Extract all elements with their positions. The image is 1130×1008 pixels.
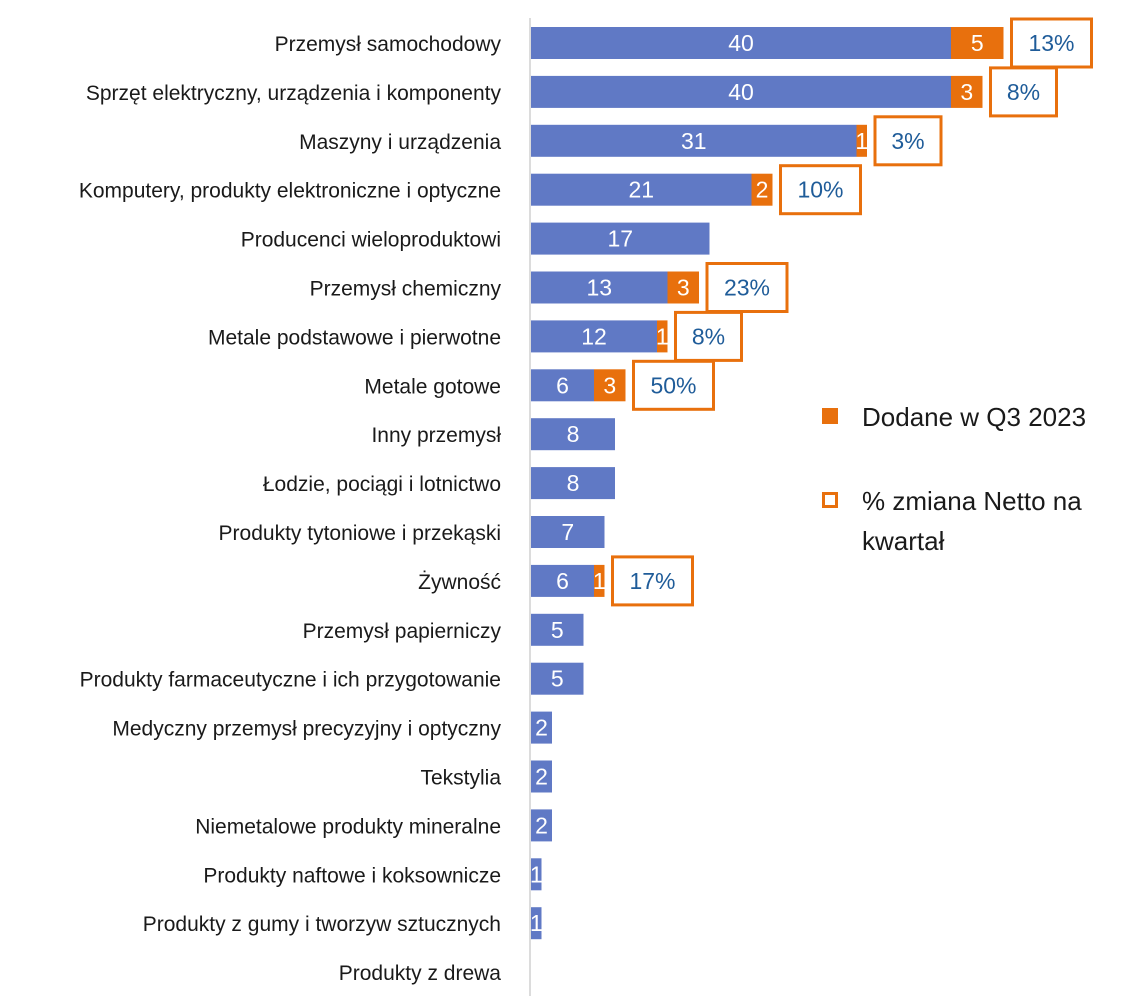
pct-change-label: 50%	[650, 372, 696, 398]
pct-change-label: 3%	[891, 128, 924, 154]
bar-added-value-label: 3	[603, 372, 616, 398]
pct-change-box	[632, 359, 715, 411]
bar-base	[531, 907, 542, 940]
category-label: Żywność	[418, 571, 501, 594]
pct-change-box	[611, 555, 694, 607]
bar-base-value-label: 6	[556, 372, 569, 398]
bar-added	[856, 124, 867, 157]
bar-added-value-label: 1	[855, 128, 868, 154]
bar-added-value-label: 3	[960, 79, 973, 105]
bar-added	[667, 271, 699, 304]
category-label: Komputery, produkty elektroniczne i opty…	[79, 180, 501, 203]
bar-base-value-label: 40	[728, 79, 754, 105]
bar-base-value-label: 1	[530, 910, 543, 936]
bar-added	[951, 75, 983, 108]
bar-base-value-label: 40	[728, 30, 754, 56]
bar-base-value-label: 5	[551, 617, 564, 643]
bar-base	[531, 173, 752, 206]
bar-base	[531, 809, 552, 842]
pct-change-box	[705, 262, 789, 313]
category-label: Metale podstawowe i pierwotne	[208, 326, 501, 349]
bar-added	[657, 320, 668, 353]
bar-base	[531, 271, 668, 304]
pct-change-label: 10%	[797, 177, 843, 203]
bar-base	[531, 564, 594, 597]
bar-base	[531, 75, 951, 108]
bar-base-value-label: 2	[535, 812, 548, 838]
bar-base-value-label: 8	[567, 470, 580, 496]
bar-base-value-label: 13	[586, 275, 612, 301]
bar-base-value-label: 1	[530, 861, 543, 887]
bar-base-value-label: 21	[628, 177, 654, 203]
legend-marker-pct-change	[822, 492, 838, 508]
pct-change-label: 8%	[692, 323, 725, 349]
category-label: Maszyny i urządzenia	[299, 131, 501, 154]
pct-change-label: 13%	[1028, 30, 1074, 56]
category-label: Produkty naftowe i koksownicze	[203, 864, 501, 887]
bar-added-value-label: 1	[593, 568, 606, 594]
category-label: Medyczny przemysł precyzyjny i optyczny	[112, 718, 501, 741]
bar-base-value-label: 17	[607, 226, 633, 252]
bar-base	[531, 124, 857, 157]
legend: Dodane w Q3 2023 % zmiana Netto na kwart…	[822, 402, 1086, 556]
category-label: Produkty tytoniowe i przekąski	[219, 522, 501, 545]
category-label: Produkty z drewa	[339, 962, 502, 985]
category-label: Inny przemysł	[371, 424, 501, 447]
bar-base	[531, 369, 594, 402]
pct-change-label: 17%	[629, 568, 675, 594]
category-label: Niemetalowe produkty mineralne	[195, 815, 501, 838]
pct-change-box	[873, 115, 943, 167]
category-label: Przemysł samochodowy	[275, 33, 502, 56]
legend-marker-added	[822, 408, 838, 424]
bar-added-value-label: 3	[677, 275, 690, 301]
category-label: Łodzie, pociągi i lotnictwo	[263, 473, 501, 496]
bar-base	[531, 27, 951, 59]
bar-base-value-label: 2	[535, 715, 548, 741]
pct-change-label: 23%	[724, 275, 770, 301]
category-label: Przemysł papierniczy	[303, 620, 502, 643]
category-label: Produkty z gumy i tworzyw sztucznych	[143, 913, 501, 936]
bar-base	[531, 222, 710, 255]
bar-base	[531, 467, 615, 500]
bar-base	[531, 662, 584, 695]
bar-base-value-label: 5	[551, 666, 564, 692]
bar-added	[951, 27, 1004, 59]
pct-change-box	[989, 66, 1058, 118]
pct-change-label: 8%	[1007, 79, 1040, 105]
bar-base	[531, 320, 657, 353]
bar-base-value-label: 6	[556, 568, 569, 594]
category-label: Przemysł chemiczny	[310, 278, 502, 301]
bar-base	[531, 418, 615, 451]
bar-base	[531, 516, 605, 548]
legend-label-added: Dodane w Q3 2023	[862, 402, 1086, 432]
bar-base	[531, 760, 552, 793]
category-label: Tekstylia	[420, 767, 501, 790]
category-label: Metale gotowe	[364, 375, 501, 398]
bar-base-value-label: 2	[535, 764, 548, 790]
category-labels: Przemysł samochodowy Sprzęt elektryczny, …	[79, 33, 502, 985]
bar-base-value-label: 12	[581, 323, 607, 349]
legend-label-pct-change-line1: % zmiana Netto na	[862, 486, 1082, 516]
bar-base-value-label: 7	[561, 519, 574, 545]
category-label: Producenci wieloproduktowi	[241, 229, 501, 252]
bar-added	[751, 173, 773, 206]
bar-added-value-label: 5	[971, 30, 984, 56]
bar-added	[594, 564, 605, 597]
bar-base-value-label: 31	[681, 128, 707, 154]
bar-added-value-label: 2	[756, 177, 769, 203]
pct-change-box	[779, 164, 862, 216]
category-label: Sprzęt elektryczny, urządzenia i kompone…	[86, 82, 502, 105]
bar-base	[531, 711, 552, 744]
bar-added	[594, 369, 626, 402]
bar-base	[531, 613, 584, 646]
legend-label-pct-change-line2: kwartał	[862, 526, 945, 556]
category-label: Produkty farmaceutyczne i ich przygotowa…	[80, 669, 501, 692]
bar-base-value-label: 8	[567, 421, 580, 447]
bar-base	[531, 858, 542, 891]
bar-added-value-label: 1	[656, 323, 669, 349]
